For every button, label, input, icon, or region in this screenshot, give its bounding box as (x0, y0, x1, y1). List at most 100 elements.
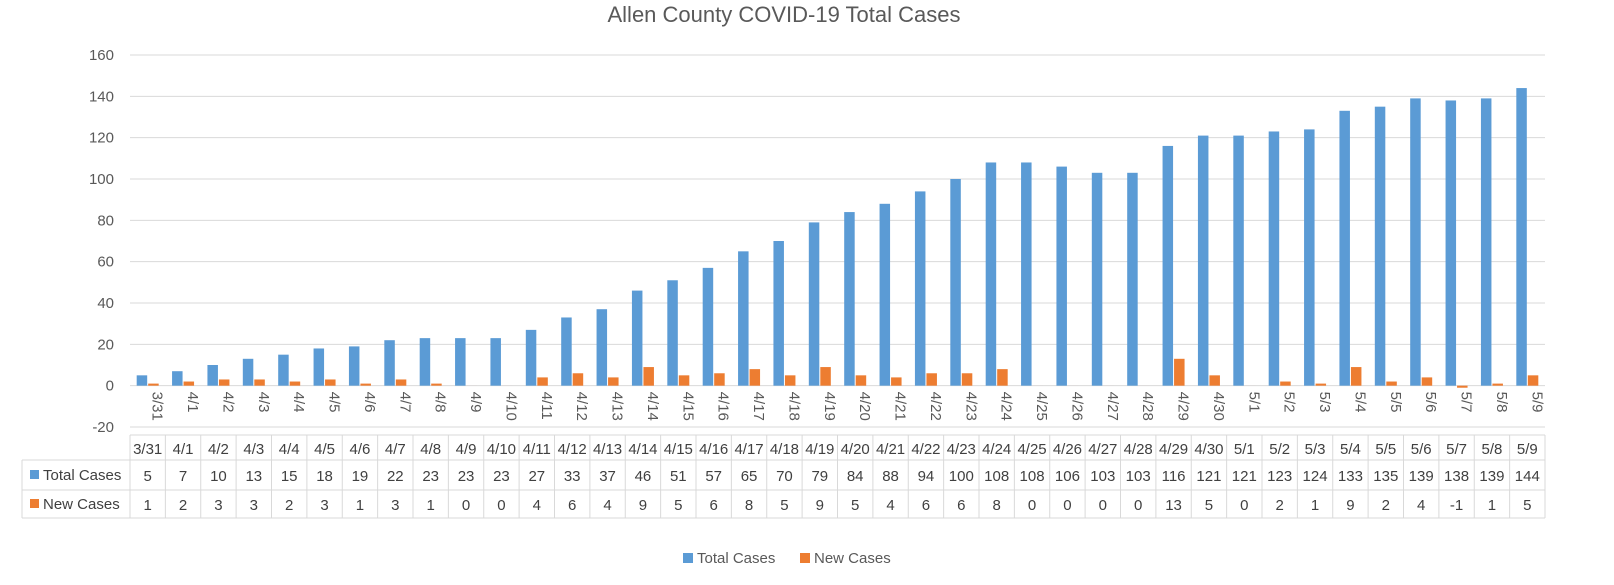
table-value-cell: 94 (918, 468, 935, 485)
table-value-cell: 15 (281, 468, 298, 485)
table-value-cell: -1 (1450, 497, 1463, 514)
table-header-cell: 4/19 (805, 441, 834, 458)
table-value-cell: 106 (1055, 468, 1080, 485)
table-value-cell: 9 (1346, 497, 1354, 514)
x-category-label: 4/21 (892, 392, 909, 421)
total-cases-bar (561, 317, 572, 386)
table-header-cell: 3/31 (133, 441, 162, 458)
total-cases-bar (1410, 98, 1421, 386)
gridlines (130, 54, 1545, 428)
total-cases-bar (667, 280, 678, 386)
total-cases-bar (1304, 129, 1315, 386)
table-value-cell: 4 (1417, 497, 1425, 514)
table-header-cell: 4/6 (350, 441, 371, 458)
y-tick-label: 40 (97, 295, 114, 312)
x-category-label: 4/9 (467, 392, 484, 413)
table-value-cell: 3 (250, 497, 258, 514)
new-cases-bar (254, 379, 265, 386)
table-value-cell: 1 (144, 497, 152, 514)
table-value-cell: 4 (533, 497, 541, 514)
new-cases-bar (608, 377, 619, 386)
x-category-label: 4/27 (1104, 392, 1121, 421)
x-category-label: 5/8 (1493, 392, 1510, 413)
y-axis: -20 0 20 40 60 80 100 120 140 160 (89, 47, 114, 436)
total-cases-bar (1480, 98, 1492, 386)
x-category-label: 4/25 (1033, 392, 1050, 421)
table-value-cell: 5 (674, 497, 682, 514)
table-value-cell: 88 (882, 468, 899, 485)
new-cases-bar (678, 375, 690, 386)
total-cases-bar (172, 371, 183, 386)
table-value-cell: 7 (179, 468, 187, 485)
total-cases-bar (808, 222, 820, 386)
total-cases-bar (1268, 131, 1280, 386)
new-cases-bar (572, 373, 584, 386)
table-header-cell: 4/2 (208, 441, 229, 458)
table-header-cell: 5/6 (1411, 441, 1432, 458)
x-category-label: 4/22 (927, 392, 944, 421)
table-value-cell: 8 (993, 497, 1001, 514)
table-value-cell: 9 (639, 497, 647, 514)
x-category-label: 4/19 (821, 392, 838, 421)
table-header-cell: 4/24 (982, 441, 1011, 458)
new-cases-bar (1457, 385, 1468, 388)
x-category-label: 4/16 (715, 392, 732, 421)
legend-swatch (683, 553, 693, 563)
total-cases-bar (914, 191, 926, 386)
table-value-cell: 0 (497, 497, 505, 514)
x-category-label: 4/14 (644, 392, 661, 421)
new-cases-bar (784, 375, 796, 386)
table-value-cell: 13 (245, 468, 262, 485)
new-cases-bar (1350, 367, 1362, 386)
table-value-cell: 123 (1267, 468, 1292, 485)
total-cases-bar (525, 329, 537, 386)
total-cases-bar (278, 354, 289, 386)
table-header-cell: 4/21 (876, 441, 905, 458)
bars (136, 88, 1539, 388)
table-value-cell: 124 (1303, 468, 1328, 485)
total-cases-bar (1197, 135, 1209, 386)
table-header-cell: 4/13 (593, 441, 622, 458)
y-tick-label: 0 (106, 378, 114, 395)
new-cases-bar (148, 383, 159, 386)
table-value-cell: 0 (1134, 497, 1142, 514)
table-value-cell: 13 (1165, 497, 1182, 514)
new-cases-bar (218, 379, 230, 386)
new-cases-bar (714, 373, 725, 386)
total-cases-bar (455, 338, 466, 386)
x-category-label: 5/7 (1458, 392, 1475, 413)
table-value-cell: 10 (210, 468, 227, 485)
table-value-cell: 23 (458, 468, 475, 485)
table-value-cell: 37 (599, 468, 616, 485)
total-cases-bar (1127, 172, 1138, 386)
table-value-cell: 9 (816, 497, 824, 514)
table-series-key (30, 499, 39, 508)
total-cases-bar (490, 338, 501, 386)
table-value-cell: 33 (564, 468, 581, 485)
x-category-label: 4/10 (502, 392, 519, 421)
chart-title: Allen County COVID-19 Total Cases (608, 2, 961, 27)
table-header-cell: 4/3 (243, 441, 264, 458)
data-table: 3/31 4/1 4/2 4/3 4/4 4/5 4/6 4/7 4/8 4/9 4/10 4/11 4… (21, 434, 1546, 519)
total-cases-bar (879, 203, 891, 386)
table-header-cell: 5/2 (1269, 441, 1290, 458)
y-tick-label: 80 (97, 212, 114, 229)
table-value-cell: 0 (1028, 497, 1036, 514)
table-value-cell: 19 (352, 468, 369, 485)
x-category-label: 5/4 (1351, 392, 1368, 413)
table-header-cell: 5/7 (1446, 441, 1467, 458)
table-value-cell: 2 (1382, 497, 1390, 514)
table-header-cell: 4/5 (314, 441, 335, 458)
new-cases-bar (1315, 383, 1327, 386)
table-header-cell: 5/1 (1234, 441, 1255, 458)
new-cases-bar (997, 369, 1008, 386)
table-value-cell: 46 (635, 468, 652, 485)
new-cases-bar (926, 373, 937, 386)
x-category-label: 5/9 (1528, 392, 1545, 413)
total-cases-bar (242, 358, 254, 386)
table-value-cell: 3 (214, 497, 222, 514)
y-tick-label: 20 (97, 336, 114, 353)
new-cases-bar (1527, 375, 1539, 386)
table-header-cell: 5/3 (1305, 441, 1326, 458)
total-cases-bar (384, 340, 395, 386)
